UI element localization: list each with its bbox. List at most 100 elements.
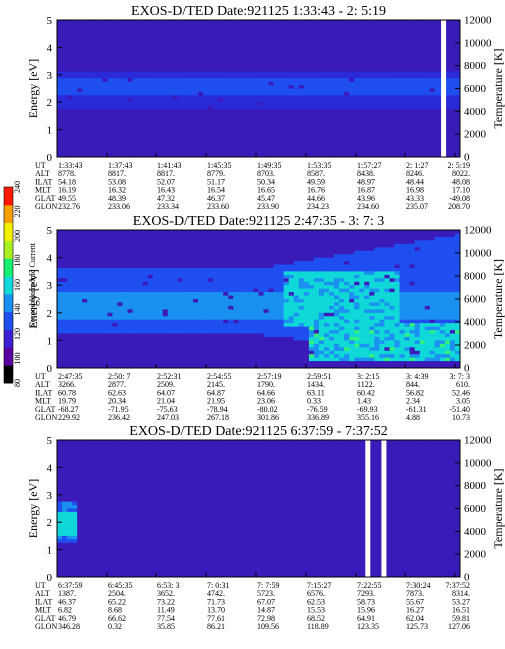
y-tick-label: 2: [47, 97, 53, 109]
table-cell: 49.59: [307, 177, 325, 186]
table-cell: 234.60: [357, 202, 379, 211]
y2-tick-label: 8000: [464, 480, 487, 492]
table-cell: 2:59:51: [307, 372, 331, 381]
colorbar-tick-label: 200: [13, 230, 22, 242]
table-cell: 23.06: [257, 397, 275, 406]
colorbar-segment: [4, 222, 13, 241]
table-cell: 123.35: [357, 622, 379, 631]
table-cell: 355.16: [357, 413, 379, 422]
table-cell: 68.52: [307, 614, 325, 623]
table-cell: 1434.: [307, 380, 325, 389]
table-cell: 46.37: [207, 194, 225, 203]
table-cell: 67.07: [257, 597, 275, 606]
table-cell: 2:47:35: [58, 372, 82, 381]
table-cell: 127.06: [448, 622, 470, 631]
table-cell: 60.78: [58, 388, 76, 397]
table-cell: 16.54: [207, 186, 225, 195]
y-axis-label: Energy [eV]: [26, 479, 40, 538]
y2-tick-label: 4000: [464, 317, 487, 329]
y2-tick-label: 0: [464, 363, 470, 375]
table-cell: 16.51: [452, 606, 470, 615]
table-cell: 21.95: [207, 397, 225, 406]
table-cell: -78.94: [207, 405, 228, 414]
y2-tick-label: 0: [464, 572, 470, 584]
table-cell: 86.21: [207, 622, 225, 631]
table-cell: 48.39: [108, 194, 126, 203]
table-cell: 3652.: [157, 589, 175, 598]
table-cell: 15.53: [307, 606, 325, 615]
table-cell: 62.63: [108, 388, 126, 397]
table-cell: 62.04: [406, 614, 424, 623]
table-cell: 47.32: [157, 194, 175, 203]
table-cell: 16.76: [307, 186, 325, 195]
table-cell: 2: 5:19: [448, 161, 470, 170]
table-cell: 7:30:24: [406, 581, 430, 590]
table-cell: 13.70: [207, 606, 225, 615]
colorbar-frame: [3, 186, 14, 384]
table-cell: 20.34: [108, 397, 126, 406]
ephemeris-table: UT 2:47:35 2:50: 7 2:52:31 2:54:55 2:57:19 2:5…: [35, 372, 470, 422]
colorbar-segment: [4, 240, 13, 259]
table-cell: 247.03: [157, 413, 179, 422]
y2-tick-label: 2000: [464, 129, 487, 141]
table-cell: 55.67: [406, 597, 424, 606]
table-cell: 2:52:31: [157, 372, 181, 381]
table-cell: 7873.: [406, 589, 424, 598]
table-cell: 346.28: [58, 622, 80, 631]
table-cell: 1:53:35: [307, 161, 331, 170]
table-row-label: ILAT: [35, 597, 52, 606]
heatmap-cells: [57, 440, 461, 578]
table-cell: 8022.: [452, 169, 470, 178]
y-tick-label: 1: [47, 125, 53, 137]
table-cell: 51.17: [207, 177, 225, 186]
table-cell: -80.02: [257, 405, 278, 414]
table-row-label: ALT: [35, 169, 50, 178]
colorbar-label: Second Harmonic Current: [28, 242, 37, 327]
table-cell: 53.27: [452, 597, 470, 606]
table-cell: 208.70: [448, 202, 470, 211]
table-cell: 3: 2:15: [357, 372, 379, 381]
panel-1: EXOS-D/TED Date:921125 1:33:43 - 2: 5:19…: [26, 4, 505, 211]
table-cell: 3.05: [456, 397, 470, 406]
table-cell: 58.73: [357, 597, 375, 606]
table-cell: 19.79: [58, 397, 76, 406]
table-cell: 2:50: 7: [108, 372, 130, 381]
colorbar-tick-label: 240: [13, 181, 22, 193]
table-cell: 7: 7:59: [257, 581, 279, 590]
table-cell: -61.31: [406, 405, 427, 414]
y-tick-label: 0: [47, 152, 53, 164]
table-cell: 64.07: [157, 388, 175, 397]
table-row-label: UT: [35, 581, 46, 590]
table-cell: 16.87: [357, 186, 375, 195]
colorbar-tick-label: 220: [13, 206, 22, 218]
table-row-label: ALT: [35, 589, 50, 598]
table-cell: 125.73: [406, 622, 428, 631]
table-cell: 233.06: [108, 202, 130, 211]
colorbar-tick-label: 140: [13, 304, 22, 316]
table-cell: 1:37:43: [108, 161, 132, 170]
ephemeris-table: UT 1:33:43 1:37:43 1:41:43 1:45:35 1:49:35 1:5…: [35, 161, 470, 211]
table-cell: 21.04: [157, 397, 175, 406]
table-cell: 336.89: [307, 413, 329, 422]
table-cell: -75.63: [157, 405, 178, 414]
table-cell: 2:54:55: [207, 372, 231, 381]
table-cell: 8587.: [307, 169, 325, 178]
table-cell: 8817.: [157, 169, 175, 178]
table-cell: 229.92: [58, 413, 80, 422]
colorbar: 80 100 120 140 160 180 200 220 240 Second Harmoni…: [3, 181, 37, 387]
table-row-label: ILAT: [35, 388, 52, 397]
y-tick-label: 3: [47, 70, 53, 82]
table-row-label: ALT: [35, 380, 50, 389]
table-row-label: GLAT: [35, 614, 56, 623]
table-cell: 64.66: [257, 388, 275, 397]
table-cell: 73.22: [157, 597, 175, 606]
y2-tick-label: 6000: [464, 294, 487, 306]
panel-title: EXOS-D/TED Date:921125 6:37:59 - 7:37:52: [129, 424, 387, 439]
table-cell: 8817.: [108, 169, 126, 178]
data-gap-2: [381, 440, 387, 577]
table-cell: 43.33: [406, 194, 424, 203]
colorbar-segment: [4, 293, 13, 313]
table-cell: 8.68: [108, 606, 122, 615]
table-cell: 235.07: [406, 202, 428, 211]
